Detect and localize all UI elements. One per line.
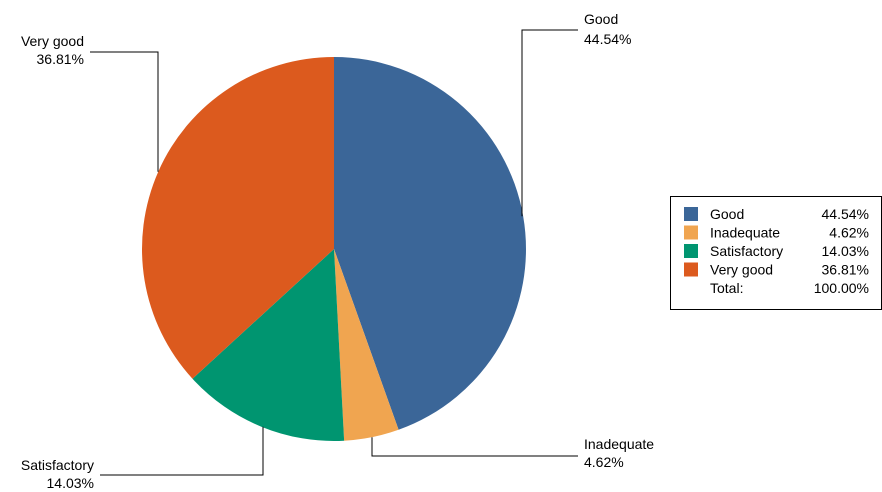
- legend-label-satisfactory: Satisfactory: [710, 243, 783, 259]
- leader-line-inadequate: [371, 437, 578, 457]
- leader-line-good: [521, 29, 578, 217]
- legend-value-good: 44.54%: [822, 206, 869, 222]
- legend-value-very-good: 36.81%: [822, 262, 869, 278]
- slice-value-very-good: 36.81%: [37, 51, 84, 67]
- slice-label-very-good: Very good: [21, 33, 84, 49]
- legend-value-satisfactory: 14.03%: [822, 243, 869, 259]
- legend-box: [670, 196, 882, 310]
- pie-slice-satisfactory: [192, 249, 345, 441]
- slice-label-good: Good: [584, 11, 618, 27]
- slice-value-satisfactory: 14.03%: [47, 475, 94, 491]
- slice-label-inadequate: Inadequate: [584, 436, 654, 452]
- pie-slice-inadequate: [334, 249, 399, 441]
- slice-value-inadequate: 4.62%: [584, 454, 624, 470]
- legend-value-inadequate: 4.62%: [829, 225, 869, 241]
- leader-line-very-good: [90, 51, 159, 172]
- leader-line-satisfactory: [100, 426, 264, 476]
- legend-swatch-inadequate: [684, 225, 698, 240]
- slice-value-good: 44.54%: [584, 31, 631, 47]
- pie-slice-very-good: [142, 57, 334, 379]
- legend-swatch-very-good: [684, 262, 698, 277]
- legend-total-label: Total:: [710, 280, 743, 296]
- legend-swatch-satisfactory: [684, 244, 698, 258]
- legend-total-value: 100.00%: [814, 280, 869, 296]
- legend-label-good: Good: [710, 206, 744, 222]
- legend-swatch-good: [684, 207, 698, 221]
- legend-label-very-good: Very good: [710, 262, 773, 278]
- legend-label-inadequate: Inadequate: [710, 225, 780, 241]
- pie-slice-good: [334, 57, 526, 430]
- slice-label-satisfactory: Satisfactory: [21, 457, 94, 473]
